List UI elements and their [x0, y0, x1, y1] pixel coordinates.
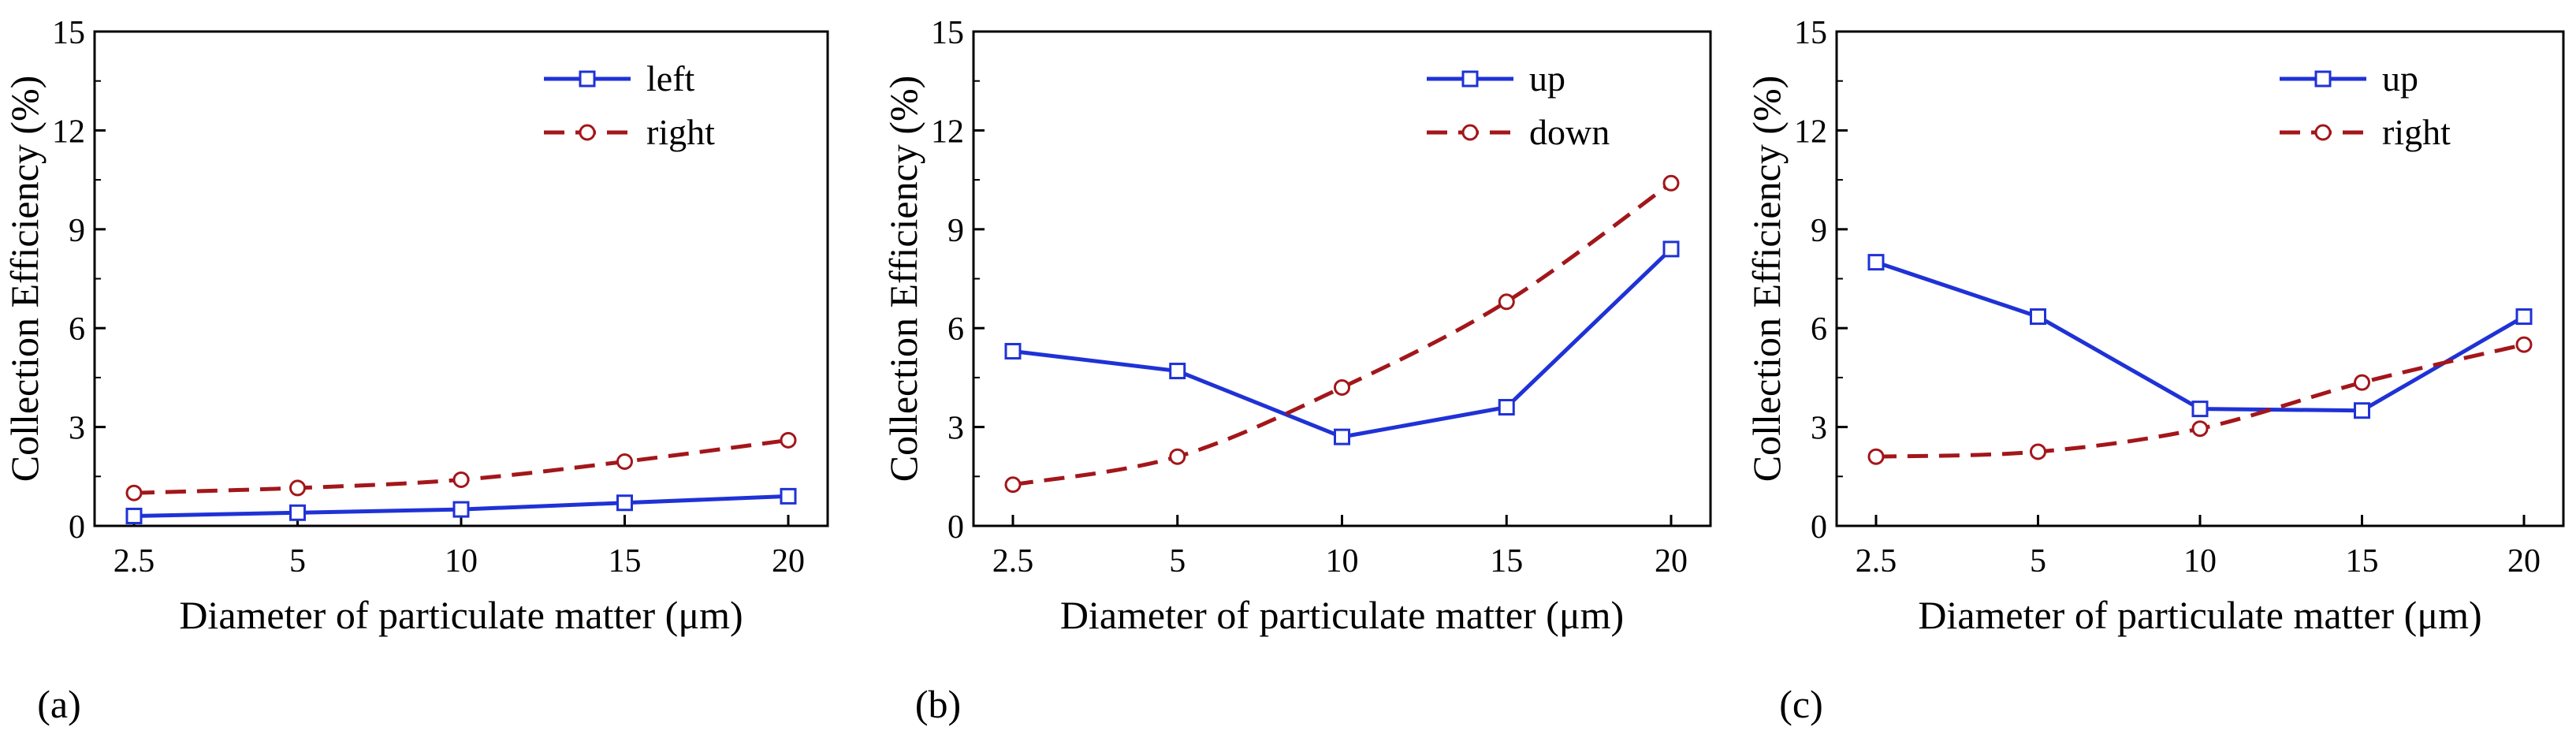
data-point-up: [1334, 428, 1350, 445]
y-tick-label: 3: [1811, 411, 1827, 447]
y-tick-label: 6: [69, 311, 85, 348]
y-tick-label: 6: [1811, 311, 1827, 348]
x-tick-label: 5: [289, 543, 306, 579]
data-point-left: [616, 494, 633, 512]
y-tick-label: 12: [52, 114, 85, 150]
y-tick-label: 15: [1794, 15, 1827, 51]
x-tick-label: 15: [1490, 543, 1523, 579]
series-line-up: [1012, 248, 1673, 439]
panel-label: (b): [915, 682, 961, 726]
y-tick-label: 3: [947, 411, 964, 447]
x-tick-label: 5: [1169, 543, 1186, 579]
data-point-right: [2354, 374, 2370, 391]
y-tick-label: 9: [69, 213, 85, 249]
data-point-right: [2515, 336, 2533, 353]
y-axis-title: Collection Efficiency (%): [2, 76, 47, 483]
x-tick-label: 15: [609, 543, 642, 579]
data-point-up: [1004, 342, 1022, 360]
data-point-right: [616, 453, 633, 470]
y-tick-label: 6: [947, 311, 964, 348]
data-point-up: [2030, 308, 2046, 326]
y-tick-label: 12: [1794, 114, 1827, 150]
x-axis-title: Diameter of particulate matter (μm): [1060, 593, 1624, 637]
x-tick-label: 20: [772, 543, 805, 579]
chart-panel-b: 0 3 6 9 12 15 2.5 5 10 15 20 Diameter of particulat…: [881, 15, 1712, 726]
data-point-right: [452, 471, 470, 488]
y-tick-label: 9: [1811, 213, 1827, 249]
y-tick-label: 0: [947, 509, 964, 546]
data-point-down: [1498, 293, 1515, 311]
y-tick-label: 15: [52, 15, 85, 51]
legend-marker-right: [579, 124, 596, 141]
y-tick-label: 9: [947, 213, 964, 249]
x-tick-label: 20: [1655, 543, 1688, 579]
legend-marker-right: [2314, 124, 2332, 141]
data-point-up: [1498, 399, 1515, 416]
data-point-right: [1867, 448, 1885, 465]
data-point-left: [125, 507, 143, 524]
data-point-left: [780, 487, 797, 505]
plot-frame: [1835, 30, 2565, 527]
x-tick-label: 2.5: [1856, 543, 1897, 579]
plot-frame: [93, 30, 829, 527]
x-tick-label: 10: [1326, 543, 1359, 579]
legend-label-up: up: [2382, 58, 2418, 99]
data-point-down: [1004, 476, 1022, 494]
data-point-down: [1662, 174, 1680, 192]
x-tick-label: 2.5: [114, 543, 155, 579]
series-line-down: [1012, 181, 1673, 487]
y-tick-label: 15: [931, 15, 964, 51]
y-axis-title: Collection Efficiency (%): [881, 76, 925, 483]
data-point-up: [2354, 402, 2370, 419]
x-tick-label: 15: [2346, 543, 2379, 579]
x-tick-label: 5: [2030, 543, 2046, 579]
chart-panel-a: 0 3 6 9 12 15 2.5 5 10 15 20 Diameter of particulat…: [2, 15, 829, 726]
y-tick-label: 12: [931, 114, 964, 150]
data-point-right: [2030, 443, 2046, 460]
x-tick-label: 10: [445, 543, 478, 579]
data-point-right: [289, 479, 306, 497]
legend-label-left: left: [646, 58, 695, 99]
series-line-up: [1875, 260, 2526, 413]
x-tick-label: 20: [2507, 543, 2541, 579]
x-axis-title: Diameter of particulate matter (μm): [1918, 593, 2481, 637]
plot-frame: [972, 30, 1712, 527]
y-tick-label: 0: [69, 509, 85, 546]
chart-panel-c: 0 3 6 9 12 15 2.5 5 10 15 20 Diameter of particulat…: [1744, 15, 2565, 726]
y-tick-label: 0: [1811, 509, 1827, 546]
x-axis-title: Diameter of particulate matter (μm): [179, 593, 743, 637]
data-point-up: [1867, 254, 1885, 271]
data-point-right: [2191, 420, 2209, 438]
legend-label-right: right: [646, 112, 715, 152]
data-point-down: [1334, 378, 1350, 396]
data-point-up: [2515, 308, 2533, 326]
legend-label-right: right: [2382, 112, 2451, 152]
data-point-left: [452, 501, 470, 518]
data-point-up: [2191, 401, 2209, 418]
y-tick-label: 3: [69, 411, 85, 447]
y-axis-title: Collection Efficiency (%): [1744, 76, 1789, 483]
data-point-down: [1169, 448, 1186, 465]
panel-label: (c): [1779, 682, 1823, 726]
x-tick-label: 2.5: [992, 543, 1034, 579]
data-point-up: [1169, 363, 1186, 380]
data-point-up: [1662, 240, 1680, 258]
legend-label-down: down: [1529, 112, 1610, 152]
panel-label: (a): [37, 682, 81, 726]
legend-marker-down: [1461, 124, 1479, 141]
legend-marker-left: [579, 70, 596, 88]
legend-marker-up: [2314, 70, 2332, 88]
legend-marker-up: [1461, 70, 1479, 88]
x-tick-label: 10: [2183, 543, 2217, 579]
data-point-right: [125, 484, 143, 501]
legend-label-up: up: [1529, 58, 1565, 99]
data-point-right: [780, 431, 797, 449]
data-point-left: [289, 504, 306, 521]
